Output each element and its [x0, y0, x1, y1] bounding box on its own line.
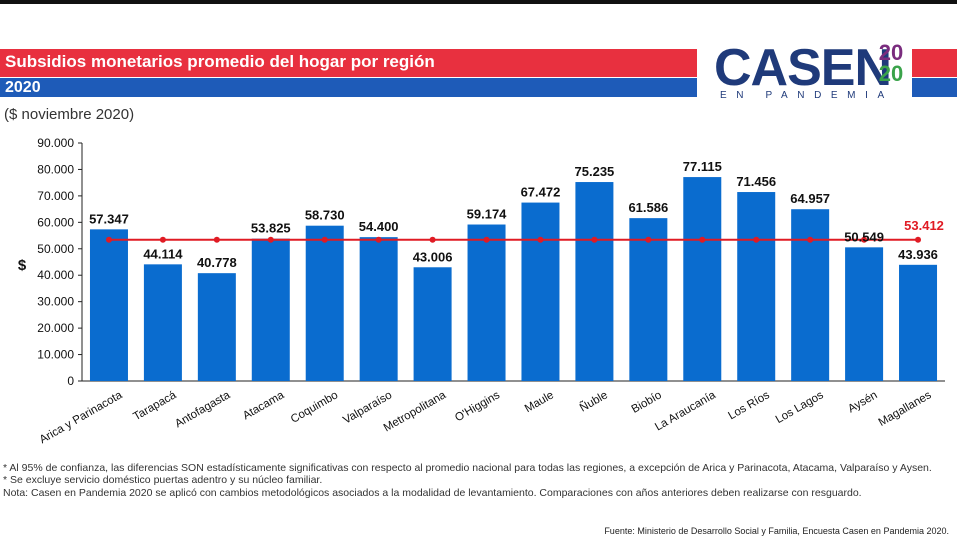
- national-average-marker: [375, 236, 382, 243]
- y-tick-label: 20.000: [37, 321, 74, 335]
- national-average-marker: [591, 236, 598, 243]
- x-category-label: O'Higgins: [453, 389, 502, 424]
- x-category-label: Arica y Parinacota: [38, 389, 125, 446]
- y-axis-label: $: [18, 257, 27, 274]
- logo-year-bottom: 20: [878, 61, 904, 86]
- bar-value-label: 75.235: [575, 164, 615, 179]
- y-tick-label: 70.000: [37, 189, 74, 203]
- casen-logo: CASEN 20 20 EN PANDEMIA: [714, 38, 910, 104]
- bar-value-label: 43.936: [898, 247, 938, 262]
- y-tick-label: 40.000: [37, 268, 74, 282]
- bar: [305, 225, 344, 381]
- logo-main-text: CASEN: [714, 39, 892, 97]
- national-average-label: 53.412: [904, 218, 944, 233]
- x-category-label: Maule: [523, 389, 556, 415]
- bar: [89, 229, 128, 381]
- y-tick-label: 60.000: [37, 215, 74, 229]
- footnote-2: * Se excluye servicio doméstico puertas …: [3, 474, 323, 487]
- bar: [521, 202, 560, 381]
- national-average-marker: [321, 236, 328, 243]
- x-category-label: Biobío: [630, 389, 664, 416]
- bar-chart: 0 10.000 20.000 30.000 40.000 50.000 60.000 70.…: [18, 136, 945, 446]
- bar-value-label: 43.006: [413, 249, 453, 264]
- national-average-marker: [267, 236, 274, 243]
- bar-value-label: 59.174: [467, 207, 508, 222]
- y-tick-label: 10.000: [37, 348, 74, 362]
- bar: [575, 182, 614, 381]
- y-tick-label: 80.000: [37, 162, 74, 176]
- national-average-marker: [159, 236, 166, 243]
- bar: [683, 177, 722, 381]
- national-average-marker: [483, 236, 490, 243]
- bar: [629, 218, 668, 381]
- y-tick-label: 50.000: [37, 242, 74, 256]
- x-category-label: Aysén: [846, 389, 880, 415]
- bar: [413, 267, 452, 381]
- logo-subtitle: EN PANDEMIA: [720, 90, 894, 101]
- x-category-label: Los Ríos: [726, 389, 772, 422]
- title-bar: Subsidios monetarios promedio del hogar …: [0, 49, 697, 77]
- national-average-marker: [537, 236, 544, 243]
- logo-year: 20 20: [877, 40, 905, 86]
- national-average-marker: [915, 236, 922, 243]
- bar: [467, 224, 506, 381]
- bar: [845, 247, 884, 381]
- bar-value-label: 54.400: [359, 219, 399, 234]
- x-category-label: Antofagasta: [173, 389, 233, 430]
- footnote-3: Nota: Casen en Pandemia 2020 se aplicó c…: [3, 486, 862, 499]
- logo-year-top: 20: [878, 40, 904, 65]
- bar: [251, 238, 290, 381]
- x-category-label: Coquimbo: [289, 389, 340, 426]
- footnote-1: * Al 95% de confianza, las diferencias S…: [3, 462, 932, 474]
- bar: [737, 192, 776, 381]
- national-average-marker: [861, 236, 868, 243]
- x-category-label: La Araucanía: [653, 389, 718, 434]
- bar-value-label: 44.114: [143, 246, 183, 261]
- chart-title: Subsidios monetarios promedio del hogar …: [5, 52, 435, 71]
- bar: [791, 209, 830, 381]
- national-average-marker: [213, 236, 220, 243]
- national-average-marker: [105, 236, 112, 243]
- bar-value-label: 77.115: [683, 159, 722, 174]
- national-average-marker: [645, 236, 652, 243]
- y-tick-label: 30.000: [37, 295, 74, 309]
- bar: [143, 264, 182, 381]
- source-note: Fuente: Ministerio de Desarrollo Social …: [604, 526, 949, 536]
- national-average-marker: [807, 236, 814, 243]
- bar-value-label: 64.957: [790, 191, 830, 206]
- x-category-label: Magallanes: [877, 389, 934, 429]
- national-average-marker: [753, 236, 760, 243]
- x-category-label: Ñuble: [577, 388, 610, 414]
- logo-red-strip: [912, 49, 957, 77]
- x-category-label: Atacama: [241, 389, 287, 422]
- units-label: ($ noviembre 2020): [4, 106, 135, 123]
- x-category-label: Tarapacá: [131, 389, 178, 423]
- bar-value-label: 71.456: [736, 174, 776, 189]
- bar-value-label: 67.472: [521, 185, 561, 200]
- bar-value-label: 50.549: [844, 229, 884, 244]
- bar-value-label: 53.825: [251, 221, 291, 236]
- bar: [197, 273, 236, 381]
- national-average-marker: [429, 236, 436, 243]
- bar-value-label: 58.730: [305, 208, 345, 223]
- bar-value-label: 40.778: [197, 255, 237, 270]
- national-average-marker: [699, 236, 706, 243]
- footnotes: * Al 95% de confianza, las diferencias S…: [3, 462, 948, 499]
- y-tick-label: 90.000: [37, 136, 74, 150]
- bar: [359, 237, 398, 381]
- chart-year: 2020: [5, 79, 41, 96]
- y-tick-label: 0: [67, 374, 74, 388]
- bar-value-label: 61.586: [628, 200, 668, 215]
- bar-value-label: 57.347: [89, 211, 129, 226]
- logo-blue-strip: [912, 78, 957, 97]
- top-border: [0, 0, 957, 4]
- x-category-label: Los Lagos: [774, 389, 826, 426]
- bar: [899, 264, 938, 381]
- year-bar: 2020: [0, 78, 697, 97]
